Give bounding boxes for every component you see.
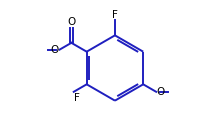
Text: F: F	[74, 93, 80, 103]
Text: O: O	[157, 87, 165, 97]
Text: F: F	[112, 10, 118, 20]
Text: O: O	[67, 17, 76, 27]
Text: O: O	[51, 45, 59, 55]
